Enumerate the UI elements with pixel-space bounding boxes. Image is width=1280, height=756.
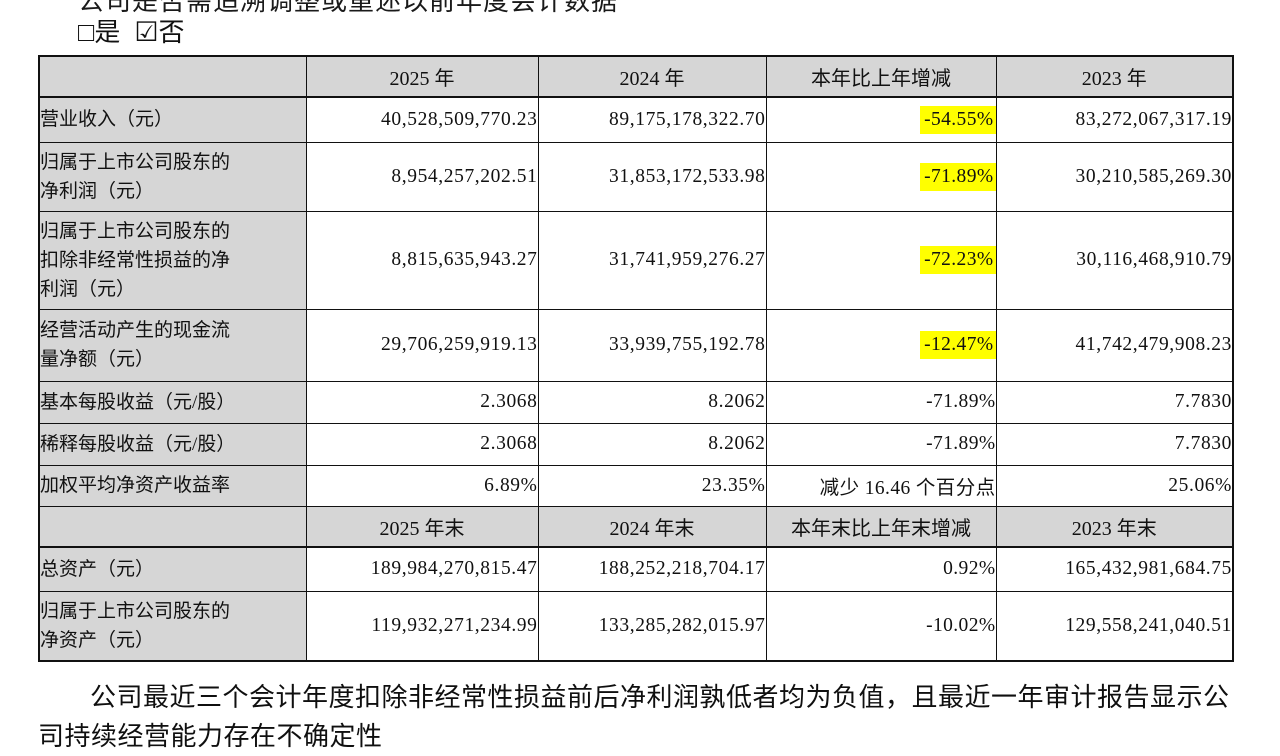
row-label: 营业收入（元） — [38, 96, 307, 143]
value-2024: 23.35% — [537, 464, 767, 507]
row-label: 加权平均净资产收益率 — [38, 464, 307, 507]
table-header-yearend: 2025 年末 2024 年末 本年末比上年末增减 2023 年末 — [38, 505, 1234, 548]
row-label: 基本每股收益（元/股） — [38, 380, 307, 424]
value-2024: 8.2062 — [537, 422, 767, 466]
table-row: 总资产（元） 189,984,270,815.47 188,252,218,70… — [38, 546, 1234, 592]
value-2023: 129,558,241,040.51 — [995, 590, 1234, 662]
value-change: 减少 16.46 个百分点 — [765, 464, 997, 507]
value-2024: 188,252,218,704.17 — [537, 546, 767, 592]
clipped-top-line: 公司是否需追溯调整或重述以前年度会计数据 — [38, 0, 1234, 13]
key-financials-table: 2025 年 2024 年 本年比上年增减 2023 年 营业收入（元） 40,… — [38, 55, 1234, 662]
row-label: 稀释每股收益（元/股） — [38, 422, 307, 466]
value-2023: 7.7830 — [995, 380, 1234, 424]
value-2024: 8.2062 — [537, 380, 767, 424]
value-2023: 25.06% — [995, 464, 1234, 507]
header-2025-end: 2025 年末 — [305, 505, 539, 548]
value-2025: 40,528,509,770.23 — [305, 96, 539, 143]
value-2025: 8,954,257,202.51 — [305, 141, 539, 212]
highlighted-change: -71.89% — [920, 162, 996, 191]
row-label: 归属于上市公司股东的净利润（元） — [38, 141, 307, 212]
value-2023: 41,742,479,908.23 — [995, 308, 1234, 382]
value-2024: 133,285,282,015.97 — [537, 590, 767, 662]
checkbox-yes-label: 是 — [94, 18, 121, 47]
value-change: 0.92% — [765, 546, 997, 592]
value-2025: 6.89% — [305, 464, 539, 507]
value-change: -72.23% — [765, 210, 997, 310]
value-2025: 2.3068 — [305, 422, 539, 466]
header-2023: 2023 年 — [995, 55, 1234, 98]
value-2023: 165,432,981,684.75 — [995, 546, 1234, 592]
value-2024: 89,175,178,322.70 — [537, 96, 767, 143]
row-label: 总资产（元） — [38, 546, 307, 592]
value-2025: 189,984,270,815.47 — [305, 546, 539, 592]
table-row: 营业收入（元） 40,528,509,770.23 89,175,178,322… — [38, 96, 1234, 143]
table-header-year: 2025 年 2024 年 本年比上年增减 2023 年 — [38, 55, 1234, 98]
value-2024: 31,853,172,533.98 — [537, 141, 767, 212]
checkbox-unchecked-icon: □ — [78, 17, 95, 47]
value-2023: 7.7830 — [995, 422, 1234, 466]
value-change: -10.02% — [765, 590, 997, 662]
header-blank-cell — [38, 505, 307, 548]
table-row: 归属于上市公司股东的净利润（元） 8,954,257,202.51 31,853… — [38, 141, 1234, 212]
checkbox-checked-icon: ☑ — [134, 17, 159, 47]
table-row: 稀释每股收益（元/股） 2.3068 8.2062 -71.89% 7.7830 — [38, 422, 1234, 466]
value-change: -71.89% — [765, 141, 997, 212]
header-2023-end: 2023 年末 — [995, 505, 1234, 548]
checkbox-no-label: 否 — [158, 18, 185, 47]
value-2024: 31,741,959,276.27 — [537, 210, 767, 310]
row-label: 经营活动产生的现金流量净额（元） — [38, 308, 307, 382]
table-row: 加权平均净资产收益率 6.89% 23.35% 减少 16.46 个百分点 25… — [38, 464, 1234, 507]
header-2024: 2024 年 — [537, 55, 767, 98]
value-2025: 8,815,635,943.27 — [305, 210, 539, 310]
clipped-top-line-text: 公司是否需追溯调整或重述以前年度会计数据 — [78, 0, 618, 13]
highlighted-change: -54.55% — [920, 105, 996, 134]
header-yearend-change: 本年末比上年末增减 — [765, 505, 997, 548]
value-2025: 29,706,259,919.13 — [305, 308, 539, 382]
header-2025: 2025 年 — [305, 55, 539, 98]
value-2024: 33,939,755,192.78 — [537, 308, 767, 382]
value-change: -12.47% — [765, 308, 997, 382]
highlighted-change: -72.23% — [920, 246, 996, 274]
table-row: 归属于上市公司股东的净资产（元） 119,932,271,234.99 133,… — [38, 590, 1234, 662]
value-2023: 30,210,585,269.30 — [995, 141, 1234, 212]
value-2025: 119,932,271,234.99 — [305, 590, 539, 662]
table-row: 归属于上市公司股东的扣除非经常性损益的净利润（元） 8,815,635,943.… — [38, 210, 1234, 310]
value-2023: 30,116,468,910.79 — [995, 210, 1234, 310]
value-2023: 83,272,067,317.19 — [995, 96, 1234, 143]
row-label: 归属于上市公司股东的扣除非经常性损益的净利润（元） — [38, 210, 307, 310]
highlighted-change: -12.47% — [920, 331, 996, 359]
value-change: -71.89% — [765, 422, 997, 466]
header-yoy-change: 本年比上年增减 — [765, 55, 997, 98]
header-2024-end: 2024 年末 — [537, 505, 767, 548]
value-change: -71.89% — [765, 380, 997, 424]
table-row: 基本每股收益（元/股） 2.3068 8.2062 -71.89% 7.7830 — [38, 380, 1234, 424]
table-row: 经营活动产生的现金流量净额（元） 29,706,259,919.13 33,93… — [38, 308, 1234, 382]
row-label: 归属于上市公司股东的净资产（元） — [38, 590, 307, 662]
restatement-checkbox-line: □是 ☑否 — [78, 16, 1234, 49]
value-change: -54.55% — [765, 96, 997, 143]
header-blank-cell — [38, 55, 307, 98]
going-concern-footnote: 公司最近三个会计年度扣除非经常性损益前后净利润孰低者均为负值，且最近一年审计报告… — [38, 683, 1230, 751]
value-2025: 2.3068 — [305, 380, 539, 424]
